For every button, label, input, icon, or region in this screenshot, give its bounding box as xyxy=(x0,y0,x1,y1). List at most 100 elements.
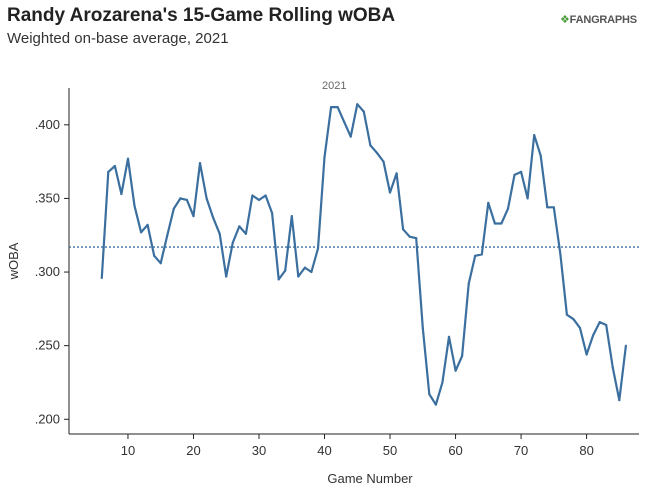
data-points xyxy=(100,103,628,406)
data-point xyxy=(493,222,496,225)
data-point xyxy=(126,157,130,160)
data-point xyxy=(238,225,241,228)
y-axis-label: wOBA xyxy=(6,242,21,280)
data-point xyxy=(624,344,628,347)
data-point xyxy=(447,335,451,338)
data-point xyxy=(185,198,188,201)
data-point xyxy=(592,334,595,337)
data-point xyxy=(303,266,306,269)
y-ticks: .200 .250 .300 .350 .400 xyxy=(35,117,69,426)
data-point xyxy=(218,232,221,235)
data-point xyxy=(251,194,254,197)
x-tick-label: 10 xyxy=(121,443,135,458)
x-ticks: 10 20 30 40 50 60 70 80 xyxy=(121,434,594,458)
y-tick-label: .400 xyxy=(35,117,60,132)
fangraphs-mark-icon: ❖ xyxy=(560,14,570,26)
data-point xyxy=(192,215,195,218)
x-tick-label: 60 xyxy=(448,443,462,458)
chart-subtitle: Weighted on-base average, 2021 xyxy=(7,30,229,47)
data-point xyxy=(297,275,300,278)
y-tick-label: .350 xyxy=(35,190,60,205)
data-point xyxy=(284,269,287,272)
data-point xyxy=(552,206,555,209)
data-point xyxy=(277,278,280,281)
y-tick-label: .200 xyxy=(35,411,60,426)
data-point xyxy=(212,216,215,219)
data-point xyxy=(382,160,385,163)
data-point xyxy=(618,399,621,402)
data-point xyxy=(336,106,339,109)
brand-label: FANGRAPHS xyxy=(569,14,637,26)
x-tick-label: 20 xyxy=(186,443,200,458)
data-point xyxy=(441,381,444,384)
fangraphs-logo[interactable]: ❖FANGRAPHS xyxy=(560,13,637,26)
data-point xyxy=(159,262,162,265)
x-tick-label: 50 xyxy=(383,443,397,458)
data-point xyxy=(140,231,143,234)
data-point xyxy=(264,194,267,197)
data-point xyxy=(520,170,523,173)
data-point xyxy=(513,173,516,176)
data-point xyxy=(539,154,542,157)
axes xyxy=(68,88,639,435)
data-point xyxy=(480,253,483,256)
data-point xyxy=(434,403,437,406)
data-point xyxy=(546,206,549,209)
data-point xyxy=(467,282,470,285)
data-point xyxy=(402,228,405,231)
data-point xyxy=(205,197,208,200)
data-point xyxy=(231,241,234,244)
data-point xyxy=(330,106,333,109)
data-point xyxy=(533,134,536,137)
data-point xyxy=(454,369,457,372)
data-point xyxy=(323,156,326,159)
data-point xyxy=(506,207,510,210)
data-point xyxy=(225,275,228,278)
data-point xyxy=(559,253,562,256)
x-tick-label: 80 xyxy=(579,443,593,458)
data-point xyxy=(271,212,274,215)
data-point xyxy=(611,366,614,369)
x-tick-label: 70 xyxy=(514,443,528,458)
data-point xyxy=(153,254,156,257)
data-point xyxy=(578,326,582,330)
data-point xyxy=(487,201,490,204)
data-point xyxy=(356,103,359,106)
data-point xyxy=(343,120,346,123)
data-point xyxy=(474,254,477,257)
data-point xyxy=(598,321,601,324)
annotation-2021: 2021 xyxy=(322,80,346,92)
data-point xyxy=(107,170,110,173)
data-point xyxy=(113,164,116,168)
data-point xyxy=(375,151,378,154)
x-tick-label: 30 xyxy=(252,443,266,458)
data-point xyxy=(500,222,503,225)
data-point xyxy=(421,326,424,330)
data-point xyxy=(585,353,588,356)
data-point xyxy=(120,192,123,196)
data-point xyxy=(572,318,575,321)
data-point xyxy=(388,191,392,194)
data-point xyxy=(428,393,431,396)
data-point xyxy=(362,110,365,113)
series-line-woba xyxy=(100,103,627,406)
data-point xyxy=(146,223,149,226)
data-point xyxy=(605,323,608,327)
data-point xyxy=(100,276,103,279)
data-point xyxy=(310,270,313,274)
data-point xyxy=(166,234,169,237)
chart-title: Randy Arozarena's 15-Game Rolling wOBA xyxy=(7,5,396,26)
data-point xyxy=(133,204,136,207)
data-point xyxy=(526,197,529,200)
data-point xyxy=(257,198,261,201)
y-tick-label: .250 xyxy=(35,338,60,353)
x-axis-label: Game Number xyxy=(327,471,413,486)
data-point xyxy=(172,207,175,210)
data-point xyxy=(461,354,464,358)
data-point xyxy=(290,215,293,218)
x-tick-label: 40 xyxy=(317,443,331,458)
data-point xyxy=(179,197,182,200)
data-point xyxy=(198,162,202,165)
data-point xyxy=(316,247,320,250)
